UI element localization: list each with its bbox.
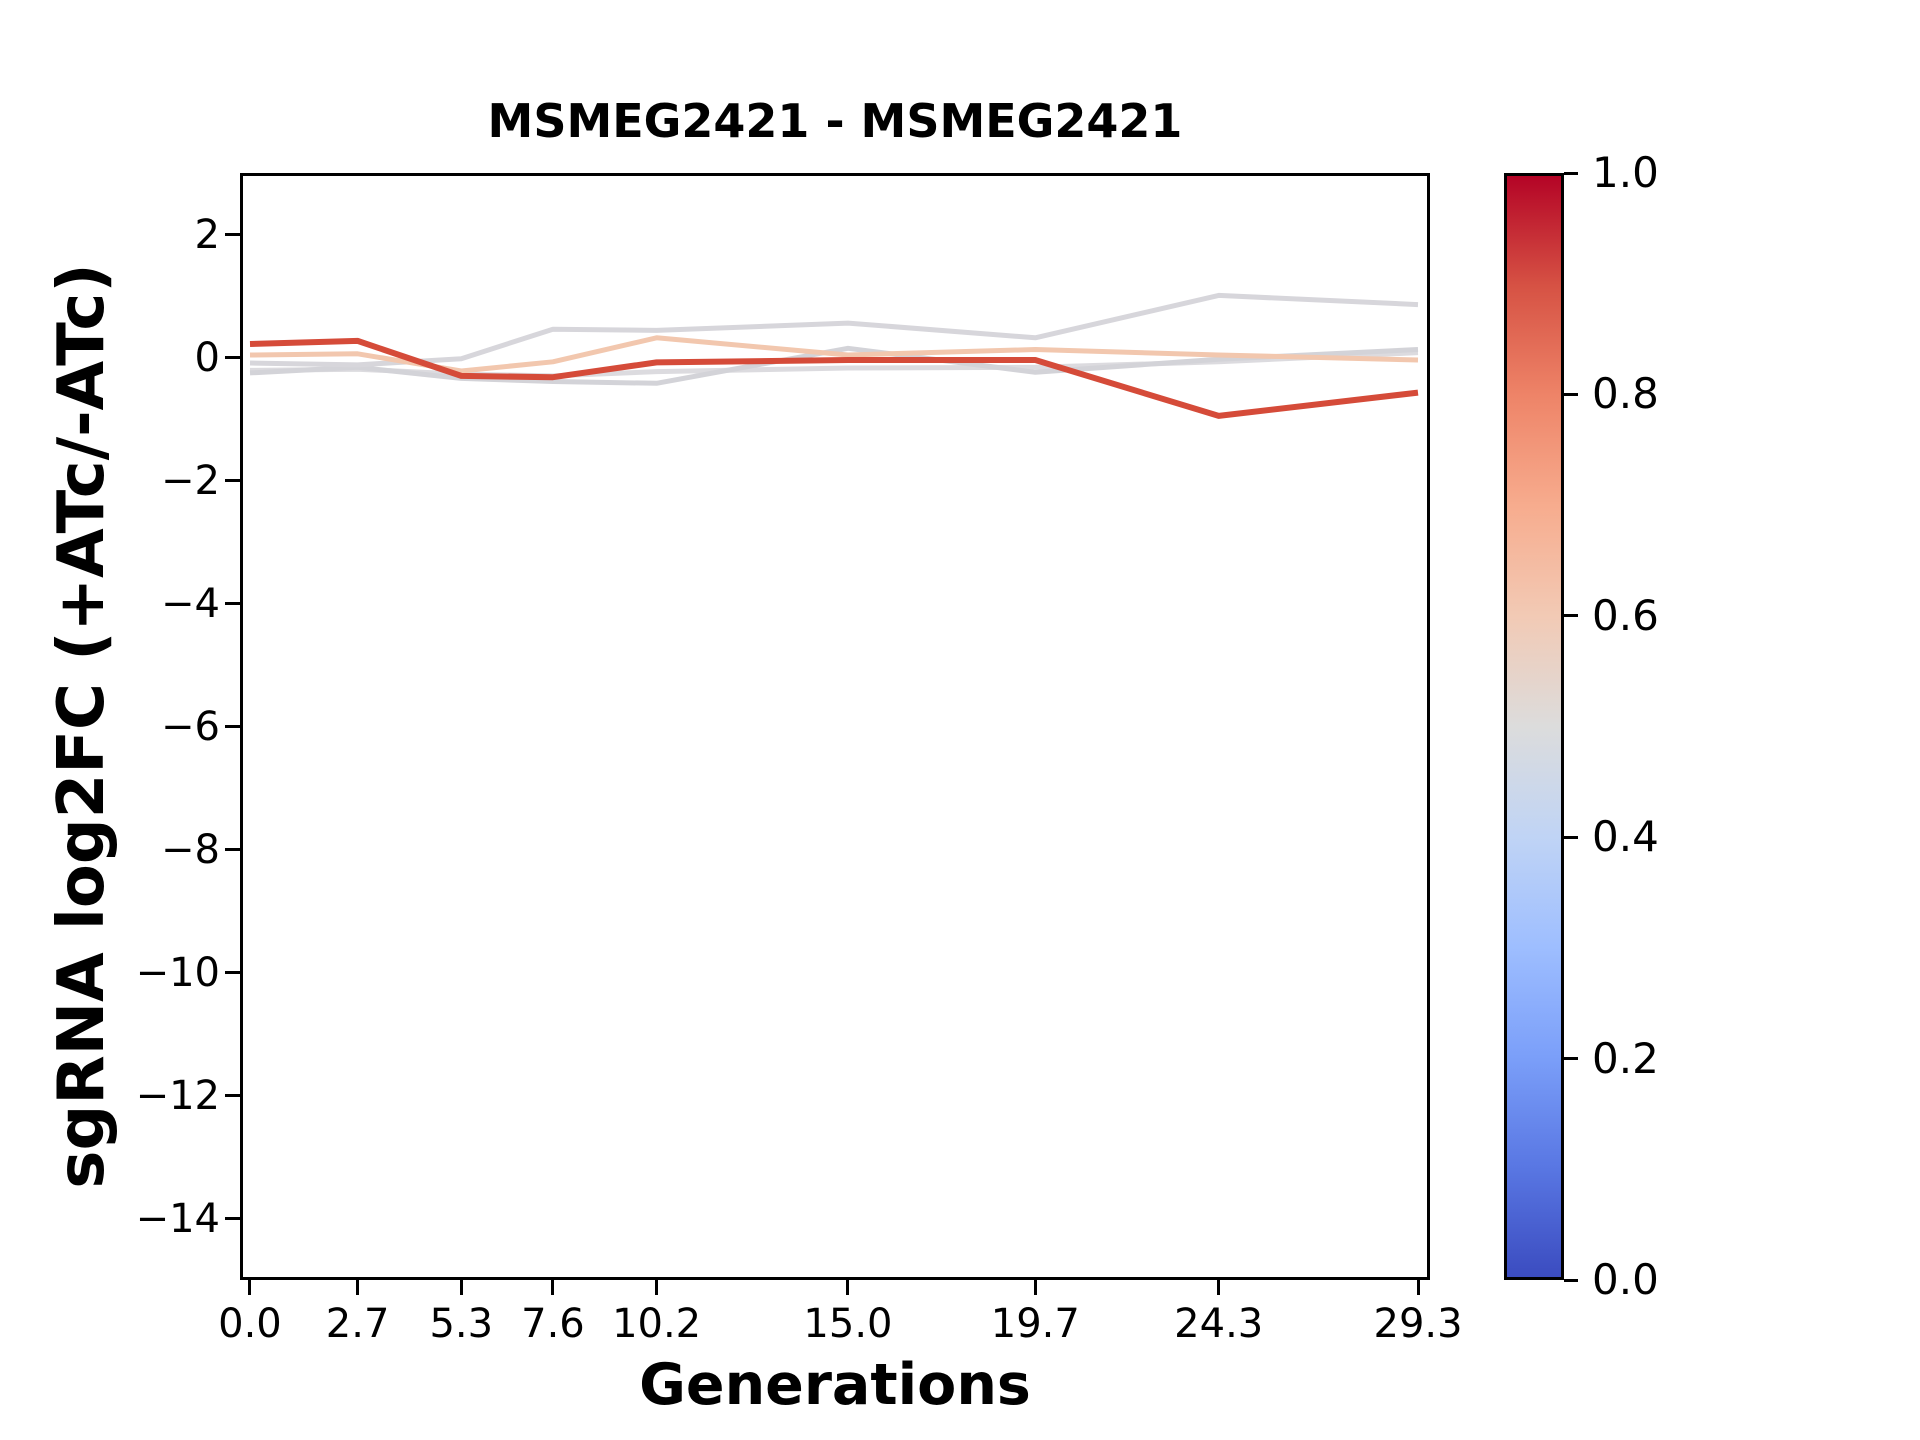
series-line-2 [249, 345, 1419, 386]
series-line-3 [249, 292, 1419, 368]
y-tick-label: −10 [135, 949, 220, 996]
colorbar-tick-mark [1564, 614, 1578, 618]
x-tick-mark [551, 1280, 555, 1295]
colorbar-tick-mark [1564, 1278, 1578, 1282]
y-tick-label: 2 [194, 211, 220, 258]
y-tick-mark [225, 233, 240, 236]
x-tick-mark [846, 1280, 850, 1295]
y-tick-mark [225, 479, 240, 482]
y-tick-mark [225, 1217, 240, 1220]
x-tick-mark [356, 1280, 360, 1295]
plot-area [240, 173, 1430, 1280]
colorbar-tick-label: 0.8 [1592, 369, 1659, 419]
series-line-5 [249, 337, 1419, 419]
y-tick-mark [225, 725, 240, 728]
x-tick-mark [1217, 1280, 1221, 1295]
plot-title: MSMEG2421 - MSMEG2421 [487, 94, 1183, 148]
x-tick-mark [1033, 1280, 1037, 1295]
colorbar-tick-label: 0.4 [1592, 812, 1659, 862]
x-axis-label: Generations [639, 1352, 1031, 1418]
x-tick-label: 7.6 [521, 1301, 585, 1347]
x-tick-label: 5.3 [429, 1301, 494, 1347]
y-tick-label: −14 [135, 1195, 220, 1242]
y-tick-label: −6 [161, 703, 220, 750]
y-tick-label: −12 [135, 1072, 220, 1119]
x-tick-label: 24.3 [1174, 1301, 1264, 1347]
colorbar-tick-label: 1.0 [1592, 148, 1659, 197]
x-tick-mark [248, 1280, 252, 1295]
x-tick-label: 15.0 [803, 1301, 893, 1347]
colorbar [1504, 173, 1564, 1280]
y-tick-mark [225, 602, 240, 605]
y-tick-label: 0 [194, 334, 220, 381]
series-line-4 [249, 335, 1419, 374]
colorbar-tick-mark [1564, 1057, 1578, 1061]
y-tick-mark [225, 356, 240, 359]
x-tick-mark [1416, 1280, 1420, 1295]
x-tick-label: 10.2 [612, 1301, 702, 1347]
line-series-canvas [240, 173, 1430, 1280]
x-tick-label: 19.7 [990, 1301, 1080, 1347]
colorbar-tick-label: 0.2 [1592, 1033, 1659, 1083]
axes-frame [240, 173, 1430, 1280]
colorbar-tick-label: 0.6 [1592, 590, 1659, 640]
colorbar-tick-mark [1564, 835, 1578, 839]
x-tick-mark [459, 1280, 463, 1295]
colorbar-tick-mark [1564, 171, 1578, 175]
y-tick-label: −8 [161, 826, 220, 873]
x-tick-mark [655, 1280, 659, 1295]
y-tick-label: −4 [161, 580, 220, 627]
x-tick-label: 2.7 [325, 1301, 390, 1347]
x-tick-label: 0.0 [218, 1301, 282, 1347]
y-tick-mark [225, 1094, 240, 1097]
colorbar-tick-mark [1564, 392, 1578, 396]
y-tick-mark [225, 848, 240, 851]
x-tick-label: 29.3 [1373, 1301, 1463, 1347]
y-tick-mark [225, 971, 240, 974]
colorbar-tick-label: 0.0 [1592, 1255, 1659, 1304]
y-tick-label: −2 [161, 457, 220, 504]
